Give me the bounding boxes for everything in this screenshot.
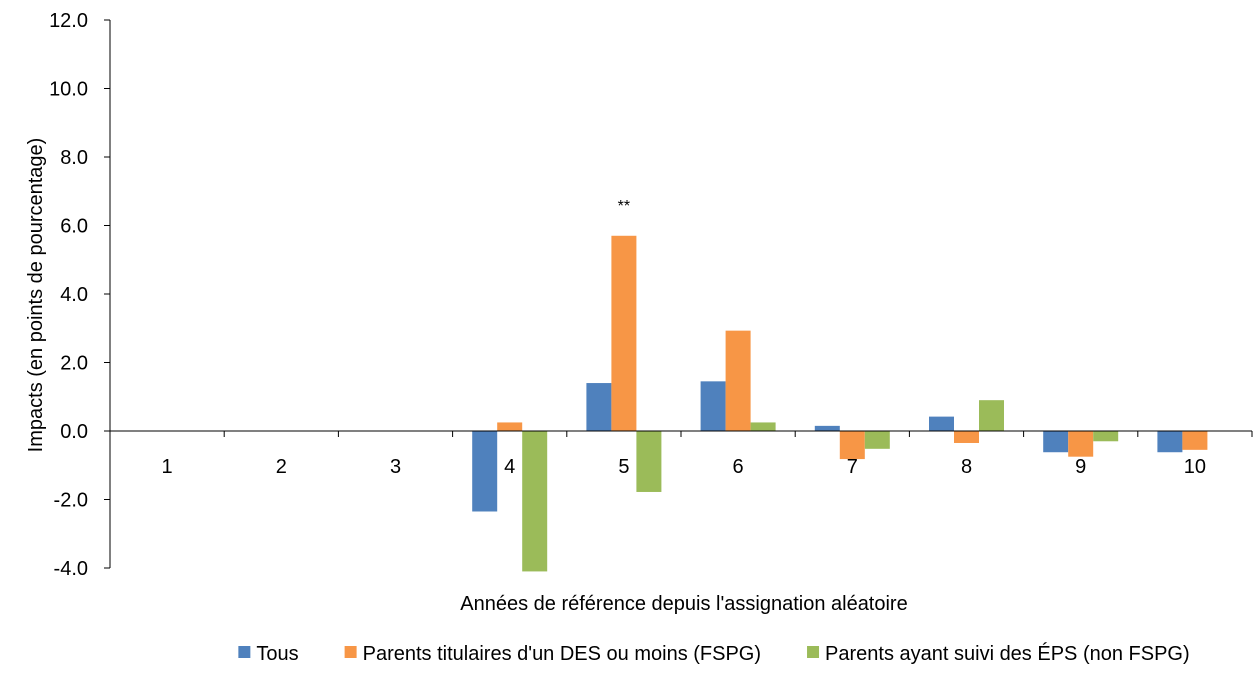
bar-2-year-7	[839, 431, 865, 460]
y-tick-label: 8.0	[60, 147, 88, 169]
bars	[472, 235, 1208, 572]
y-tick-label: 6.0	[60, 216, 88, 238]
bar-2-year-5	[611, 235, 637, 431]
x-tick-label: 9	[1075, 456, 1086, 478]
y-tick-label: -4.0	[54, 558, 88, 580]
bar-3-year-5	[636, 431, 662, 492]
bar-3-year-9	[1093, 431, 1119, 442]
bar-1-year-6	[700, 381, 726, 431]
legend: Tous Parents titulaires d'un DES ou moins…	[238, 642, 1190, 665]
bar-2-year-10	[1182, 431, 1208, 450]
bar-1-year-9	[1043, 431, 1069, 453]
x-tick-label: 10	[1184, 456, 1206, 478]
bar-2-year-6	[725, 330, 751, 431]
bar-2-year-4	[497, 422, 523, 431]
legend-label-3: Parents ayant suivi des ÉPS (non FSPG)	[825, 642, 1190, 665]
x-tick-label: 8	[961, 456, 972, 478]
x-tick-label: 2	[276, 456, 287, 478]
x-tick-label: 7	[847, 456, 858, 478]
bar-2-year-9	[1068, 431, 1094, 457]
annotations: **	[618, 198, 630, 215]
x-tick-label: 1	[162, 456, 173, 478]
x-axis: 1 2 3 4 5 6 7 8 9 10	[109, 430, 1253, 478]
bar-1-year-5	[586, 383, 612, 431]
bar-2-year-8	[954, 431, 979, 443]
y-tick-label: 0.0	[60, 421, 88, 443]
y-axis: -4.0 -2.0 0.0 2.0 4.0 6.0 8.0 10.0 12.0	[49, 10, 111, 580]
y-tick-label: 10.0	[49, 79, 88, 101]
x-tick-label: 5	[618, 456, 629, 478]
bar-3-year-4	[522, 431, 548, 572]
y-tick-label: 12.0	[49, 10, 88, 32]
y-axis-title: Impacts (en points de pourcentage)	[25, 138, 47, 453]
bar-1-year-4	[472, 431, 498, 512]
x-axis-title: Années de référence depuis l'assignation…	[460, 593, 907, 615]
legend-swatch-3	[807, 646, 820, 658]
bar-1-year-10	[1157, 431, 1183, 453]
y-tick-label: 4.0	[60, 284, 88, 306]
x-tick-label: 6	[733, 456, 744, 478]
legend-swatch-1	[238, 646, 251, 658]
y-tick-label: 2.0	[60, 353, 88, 375]
bar-3-year-7	[864, 431, 890, 449]
legend-label-1: Tous	[256, 643, 298, 665]
bar-1-year-7	[814, 425, 840, 431]
bar-1-year-8	[929, 416, 954, 431]
x-tick-label: 4	[504, 456, 515, 478]
significance-annotation: **	[618, 198, 630, 215]
legend-label-2: Parents titulaires d'un DES ou moins (FS…	[363, 643, 761, 665]
y-tick-label: -2.0	[54, 490, 88, 512]
legend-swatch-2	[344, 646, 357, 658]
bar-3-year-8	[979, 400, 1004, 431]
x-tick-label: 3	[390, 456, 401, 478]
bar-3-year-6	[750, 422, 776, 431]
